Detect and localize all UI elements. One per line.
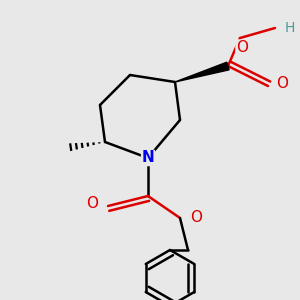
- Text: O: O: [86, 196, 98, 211]
- Text: N: N: [142, 151, 154, 166]
- Text: H: H: [285, 21, 296, 35]
- Text: O: O: [236, 40, 248, 55]
- Polygon shape: [175, 62, 229, 82]
- Text: O: O: [190, 211, 202, 226]
- Text: O: O: [276, 76, 288, 92]
